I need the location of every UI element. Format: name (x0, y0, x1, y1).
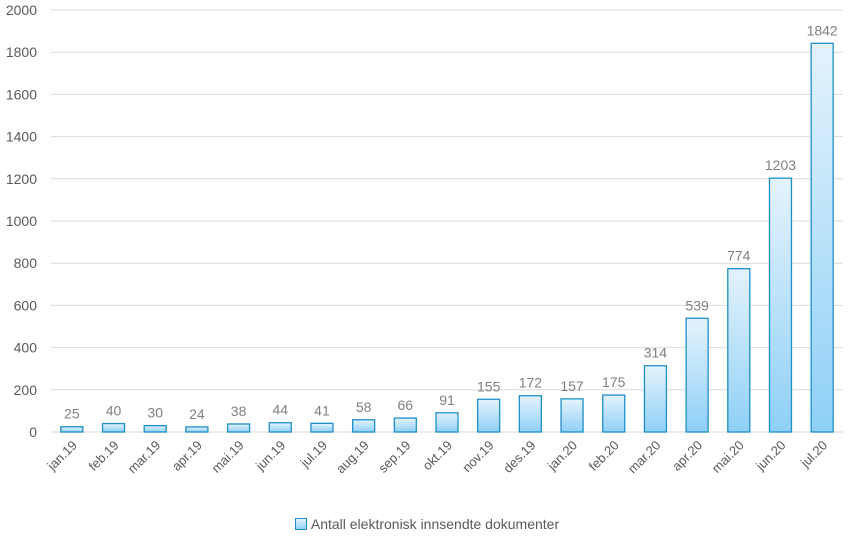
x-tick-label: jan.19 (44, 438, 80, 474)
data-label: 24 (189, 406, 205, 422)
y-tick-label: 1800 (6, 44, 37, 60)
data-label: 25 (64, 406, 80, 422)
x-tick-label: mai.19 (208, 438, 246, 476)
data-label: 58 (356, 399, 372, 415)
data-label: 91 (439, 392, 455, 408)
data-label: 44 (272, 402, 288, 418)
data-label: 41 (314, 402, 330, 418)
data-label: 66 (398, 397, 414, 413)
legend: Antall elektronisk innsendte dokumenter (0, 516, 854, 532)
x-tick-label: apr.20 (669, 438, 705, 474)
x-tick-label: feb.20 (586, 438, 622, 474)
x-tick-label: des.19 (500, 438, 538, 476)
x-tick-label: jul.19 (297, 438, 330, 471)
legend-label: Antall elektronisk innsendte dokumenter (310, 516, 560, 532)
data-label: 539 (685, 297, 709, 313)
data-label: 157 (560, 378, 584, 394)
y-tick-label: 1000 (6, 213, 37, 229)
bar (560, 398, 584, 433)
y-tick-label: 2000 (6, 2, 37, 18)
data-label: 38 (231, 403, 247, 419)
y-tick-label: 1600 (6, 86, 37, 102)
bar (351, 419, 376, 433)
bar (268, 422, 292, 433)
x-tick-label: jun.20 (752, 438, 788, 474)
y-tick-label: 0 (29, 424, 37, 440)
data-label: 314 (644, 345, 668, 361)
x-tick-label: okt.19 (419, 438, 455, 474)
x-tick-label: mar.20 (625, 438, 664, 477)
x-tick-label: jun.19 (252, 438, 288, 474)
bar (185, 426, 209, 433)
bar (60, 426, 84, 433)
y-tick-label: 1200 (6, 171, 37, 187)
data-label: 155 (477, 378, 501, 394)
data-label: 175 (602, 374, 626, 390)
bar (435, 412, 459, 433)
bar (143, 425, 167, 433)
bar (810, 42, 834, 433)
data-label: 1203 (765, 157, 796, 173)
x-tick-label: aug.19 (333, 438, 372, 477)
bar (310, 422, 334, 433)
data-label: 172 (519, 375, 543, 391)
y-tick-label: 400 (14, 340, 38, 356)
x-tick-label: nov.19 (459, 438, 497, 476)
y-tick-label: 200 (14, 382, 38, 398)
legend-swatch (294, 518, 307, 530)
x-tick-label: apr.19 (169, 438, 205, 474)
data-labels: 25 40 30 24 38 44 41 58 66 91 155 172 157 175 314 539 77… (64, 22, 838, 422)
bar (768, 177, 793, 433)
bar (518, 395, 543, 433)
x-axis-ticks: jan.19 feb.19 mar.19 apr.19 mai.19 jun.19 jul.… (44, 438, 831, 477)
bar (727, 268, 751, 433)
y-axis-ticks: 0 200 400 600 800 1000 1200 1400 1600 1800 2000 (6, 2, 37, 440)
x-tick-label: mai.20 (709, 438, 747, 476)
bars (60, 42, 834, 433)
data-label: 1842 (807, 22, 838, 38)
bar (685, 317, 709, 433)
x-tick-label: jan.20 (544, 438, 580, 474)
x-tick-label: sep.19 (375, 438, 413, 476)
y-tick-label: 800 (14, 255, 38, 271)
data-label: 40 (106, 403, 122, 419)
data-label: 30 (147, 405, 163, 421)
bar (602, 394, 626, 433)
data-label: 774 (727, 248, 751, 264)
bar (643, 365, 668, 433)
bar (101, 422, 126, 433)
bar (477, 398, 501, 433)
bar (393, 417, 417, 433)
bar (226, 423, 251, 433)
x-tick-label: feb.19 (85, 438, 121, 474)
gridlines (51, 9, 843, 433)
y-tick-label: 1400 (6, 129, 37, 145)
y-tick-label: 600 (14, 297, 38, 313)
x-tick-label: jul.20 (797, 438, 830, 471)
x-tick-label: mar.19 (125, 438, 164, 477)
